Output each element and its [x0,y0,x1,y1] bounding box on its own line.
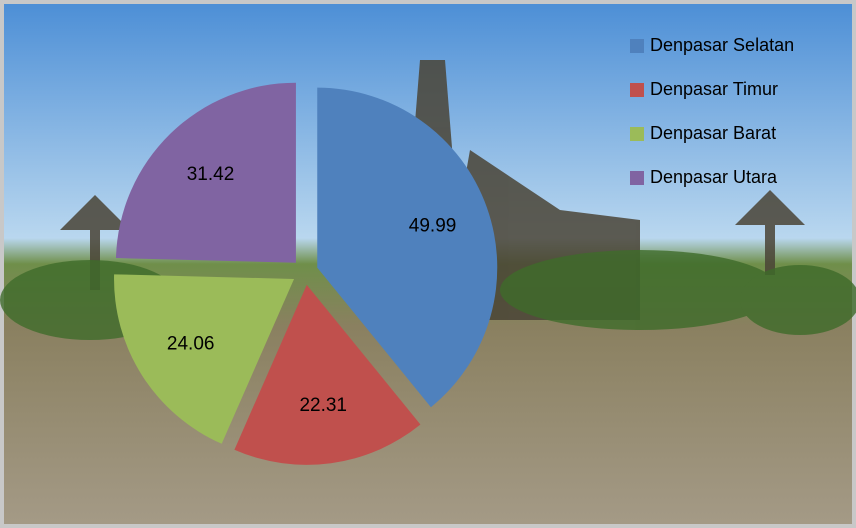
legend-label: Denpasar Barat [650,123,776,143]
legend-label: Denpasar Timur [650,79,778,99]
pie-slice [317,87,498,408]
pie-slice [234,284,421,465]
legend-label: Denpasar Utara [650,167,778,187]
pie: 49.99 22.31 24.06 31.42 [114,82,498,465]
pie-slice [114,274,295,444]
legend-swatch [630,171,644,185]
legend-swatch [630,83,644,97]
data-label: 24.06 [167,334,215,355]
pie-slice [115,82,296,263]
data-label: 31.42 [187,164,235,185]
legend: Denpasar Selatan Denpasar Timur Denpasar B… [630,35,794,187]
data-label: 22.31 [299,395,347,416]
legend-swatch [630,39,644,53]
legend-label: Denpasar Selatan [650,35,794,55]
data-label: 49.99 [409,216,457,237]
legend-swatch [630,127,644,141]
